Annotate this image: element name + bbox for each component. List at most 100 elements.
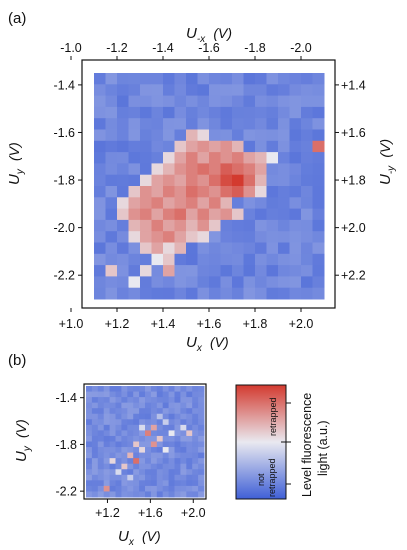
heatmap-cell: [140, 219, 152, 232]
heatmap-cell: [180, 447, 187, 454]
heatmap-cell: [105, 152, 118, 164]
heatmap-cell: [174, 391, 181, 398]
heatmap-cell: [91, 430, 99, 437]
heatmap-cell: [86, 397, 93, 404]
heatmap-cell: [255, 73, 267, 85]
heatmap-cell: [109, 391, 116, 398]
heatmap-cell: [278, 129, 290, 142]
heatmap-cell: [197, 219, 210, 232]
heatmap-cell: [133, 463, 140, 470]
heatmap-cell: [139, 458, 146, 465]
heatmap-cell: [197, 287, 210, 300]
heatmap-cell: [186, 231, 198, 243]
heatmap-cell: [168, 447, 175, 454]
heatmap-cell: [150, 413, 158, 420]
heatmap-cell: [115, 413, 122, 420]
heatmap-cell: [163, 140, 175, 153]
heatmap-cell: [243, 219, 256, 232]
heatmap-cell: [220, 219, 233, 232]
heatmap-cell: [94, 174, 106, 187]
heatmap-cell: [145, 408, 152, 415]
heatmap-cell: [174, 73, 187, 85]
heatmap-cell: [209, 231, 221, 243]
heatmap-cell: [103, 391, 111, 398]
heatmap-cell: [174, 95, 187, 108]
heatmap-cell: [151, 276, 164, 289]
heatmap-cell: [197, 242, 210, 255]
heatmap-cell: [139, 391, 146, 398]
heatmap-cell: [312, 265, 325, 277]
heatmap-cell: [289, 140, 302, 153]
heatmap-cell: [301, 129, 313, 142]
heatmap-cell: [163, 95, 175, 108]
heatmap-cell: [186, 386, 193, 393]
heatmap-cell: [91, 397, 99, 404]
heatmap-cell: [121, 469, 128, 476]
heatmap-cell: [105, 118, 118, 130]
heatmap-cell: [103, 424, 111, 431]
heatmap-cell: [151, 219, 164, 232]
heatmap-cell: [86, 430, 93, 437]
heatmap-cell: [117, 106, 129, 119]
heatmap-cell: [91, 419, 99, 426]
heatmap-cell: [266, 73, 279, 85]
heatmap-cell: [197, 265, 210, 277]
colorbar: [235, 384, 287, 500]
heatmap-cell: [174, 424, 181, 431]
heatmap-cell: [115, 458, 122, 465]
heatmap-cell: [220, 186, 233, 198]
heatmap-cell: [128, 84, 141, 97]
heatmap-cell: [180, 452, 187, 459]
heatmap-cell: [105, 163, 118, 176]
heatmap-cell: [220, 287, 233, 300]
heatmap-cell: [198, 408, 205, 415]
heatmap-cell: [162, 413, 170, 420]
heatmap-cell: [312, 174, 325, 187]
heatmap-cell: [139, 424, 146, 431]
heatmap-cell: [128, 129, 141, 142]
colorbar-lower-label-line1: not: [256, 473, 266, 486]
heatmap-cell: [109, 386, 116, 393]
heatmap-cell: [117, 152, 129, 164]
heatmap-cell: [289, 73, 302, 85]
heatmap-cell: [156, 391, 164, 398]
heatmap-cell: [198, 452, 205, 459]
heatmap-cell: [174, 174, 187, 187]
x-bottom-tick-label: +1.2: [105, 317, 130, 331]
heatmap-cell: [133, 413, 140, 420]
heatmap-cell: [151, 95, 164, 108]
heatmap-cell: [128, 95, 141, 108]
heatmap-cell: [186, 458, 193, 465]
heatmap-cell: [168, 391, 175, 398]
panel-b-y-tick-label: -1.8: [55, 438, 77, 452]
heatmap-cell: [86, 491, 93, 498]
heatmap-cell: [174, 397, 181, 404]
heatmap-cell: [220, 140, 233, 153]
heatmap-cell: [243, 186, 256, 198]
heatmap-cell: [312, 186, 325, 198]
heatmap-cell: [128, 253, 141, 266]
heatmap-cell: [103, 419, 111, 426]
heatmap-cell: [156, 402, 164, 409]
heatmap-cell: [133, 430, 140, 437]
heatmap-cell: [278, 174, 290, 187]
heatmap-cell: [289, 219, 302, 232]
heatmap-cell: [289, 208, 302, 221]
heatmap-cell: [186, 430, 193, 437]
heatmap-cell: [140, 242, 152, 255]
heatmap-cell: [180, 430, 187, 437]
heatmap-cell: [209, 219, 221, 232]
heatmap-cell: [186, 397, 193, 404]
heatmap-cell: [220, 84, 233, 97]
heatmap-cell: [163, 73, 175, 85]
heatmap-cell: [94, 186, 106, 198]
heatmap-cell: [180, 469, 187, 476]
heatmap-cell: [209, 265, 221, 277]
heatmap-cell: [197, 129, 210, 142]
heatmap-cell: [128, 140, 141, 153]
x-bottom-tick-label: +1.6: [197, 317, 222, 331]
heatmap-cell: [97, 480, 105, 487]
heatmap-cell: [86, 441, 93, 448]
heatmap-cell: [174, 118, 187, 130]
heatmap-cell: [186, 208, 198, 221]
